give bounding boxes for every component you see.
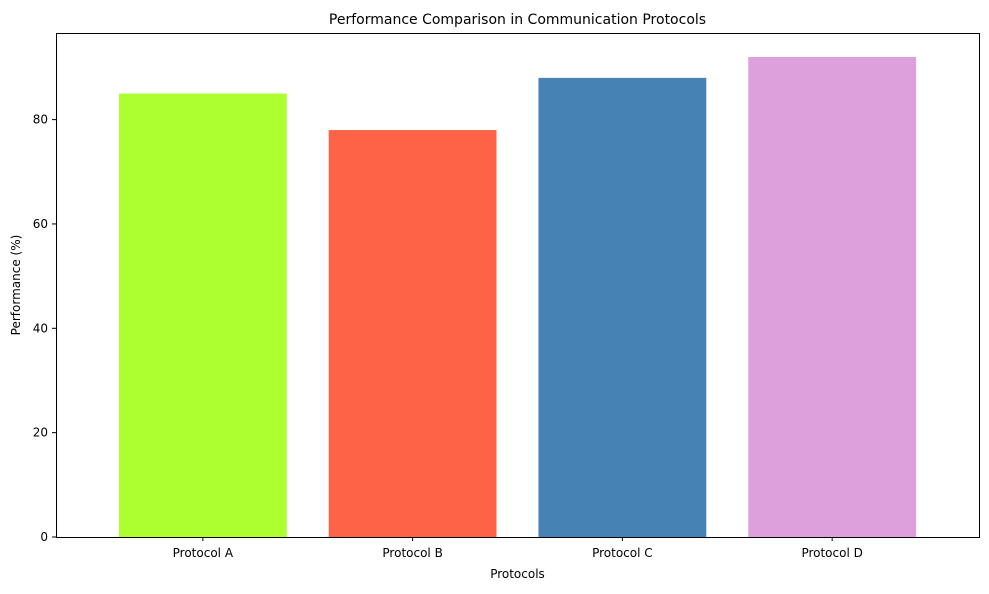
x-tick-label: Protocol D [801,546,862,560]
x-tick-label: Protocol B [382,546,442,560]
bars-group [118,57,917,538]
x-axis-ticks: Protocol A Protocol B Protocol C Protocol D [173,537,863,560]
x-tick-label: Protocol A [173,546,234,560]
chart-title: Performance Comparison in Communication … [329,12,706,28]
y-axis-ticks: 0 20 40 60 80 [33,113,56,544]
y-tick-label: 40 [33,321,48,335]
y-tick-label: 0 [40,530,48,544]
x-axis-label: Protocols [490,567,545,581]
y-axis-label: Performance (%) [9,235,23,336]
bar-protocol-a [118,93,287,538]
bar-protocol-d [748,57,917,537]
bar-protocol-c [538,77,707,537]
y-tick-label: 20 [33,426,48,440]
x-tick-label: Protocol C [592,546,653,560]
bar-protocol-b [328,130,497,538]
y-tick-label: 60 [33,217,48,231]
y-tick-label: 80 [33,113,48,127]
plot-frame [56,33,980,538]
